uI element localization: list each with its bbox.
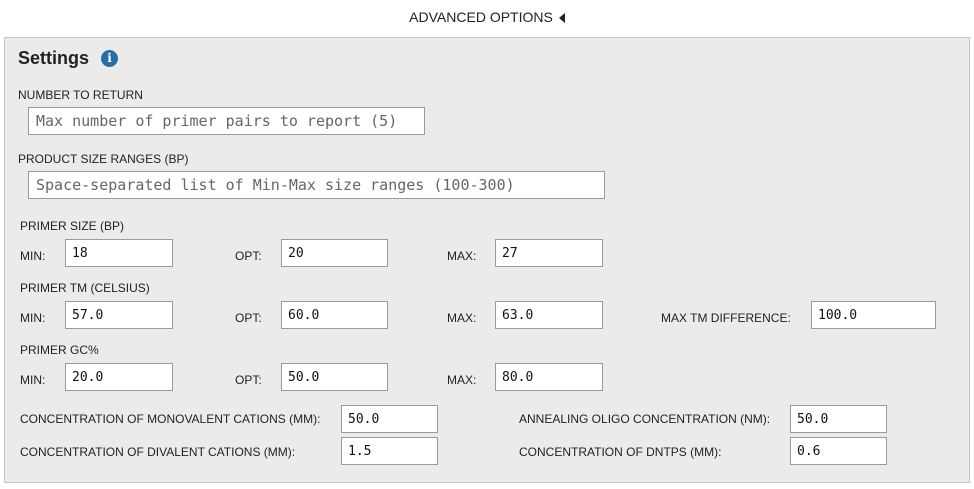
primer-tm-label: PRIMER TM (CELSIUS) xyxy=(20,281,150,295)
primer-size-min-label: MIN: xyxy=(20,249,46,263)
caret-left-icon xyxy=(558,13,565,23)
primer-size-opt-label: OPT: xyxy=(235,249,262,263)
primer-size-opt-input[interactable] xyxy=(281,239,388,267)
primer-size-max-label: MAX: xyxy=(447,249,477,263)
primer-tm-min-input[interactable] xyxy=(65,301,173,329)
dntps-label: CONCENTRATION OF DNTPS (MM): xyxy=(519,445,722,459)
primer-gc-opt-input[interactable] xyxy=(281,363,388,391)
divalent-cations-label: CONCENTRATION OF DIVALENT CATIONS (MM): xyxy=(20,445,296,459)
settings-panel: Settings i NUMBER TO RETURN PRODUCT SIZE… xyxy=(4,37,970,483)
primer-gc-max-label: MAX: xyxy=(447,373,477,387)
primer-gc-label: PRIMER GC% xyxy=(20,343,99,357)
divalent-cations-input[interactable] xyxy=(341,437,438,465)
primer-size-label: PRIMER SIZE (BP) xyxy=(20,219,125,233)
primer-size-max-input[interactable] xyxy=(495,239,603,267)
monovalent-cations-label: CONCENTRATION OF MONOVALENT CATIONS (MM)… xyxy=(20,412,321,426)
advanced-options-label: ADVANCED OPTIONS xyxy=(409,9,553,25)
primer-size-min-input[interactable] xyxy=(65,239,173,267)
primer-tm-min-label: MIN: xyxy=(20,311,46,325)
max-tm-difference-input[interactable] xyxy=(811,301,936,329)
primer-gc-min-input[interactable] xyxy=(65,363,173,391)
settings-title: Settings xyxy=(18,48,90,68)
primer-gc-opt-label: OPT: xyxy=(235,373,262,387)
product-size-ranges-label: PRODUCT SIZE RANGES (BP) xyxy=(18,152,189,166)
primer-tm-opt-label: OPT: xyxy=(235,311,262,325)
primer-gc-min-label: MIN: xyxy=(20,373,46,387)
monovalent-cations-input[interactable] xyxy=(341,405,438,433)
number-to-return-input[interactable] xyxy=(28,107,425,135)
number-to-return-label: NUMBER TO RETURN xyxy=(18,88,143,102)
primer-tm-opt-input[interactable] xyxy=(281,301,388,329)
advanced-options-toggle[interactable]: ADVANCED OPTIONS xyxy=(0,9,974,25)
product-size-ranges-input[interactable] xyxy=(28,171,605,199)
annealing-oligo-input[interactable] xyxy=(790,405,887,433)
dntps-input[interactable] xyxy=(790,437,887,465)
info-icon[interactable]: i xyxy=(101,50,118,67)
primer-tm-max-label: MAX: xyxy=(447,311,477,325)
max-tm-difference-label: MAX TM DIFFERENCE: xyxy=(661,311,791,325)
primer-tm-max-input[interactable] xyxy=(495,301,603,329)
primer-gc-max-input[interactable] xyxy=(495,363,603,391)
annealing-oligo-label: ANNEALING OLIGO CONCENTRATION (NM): xyxy=(519,412,771,426)
